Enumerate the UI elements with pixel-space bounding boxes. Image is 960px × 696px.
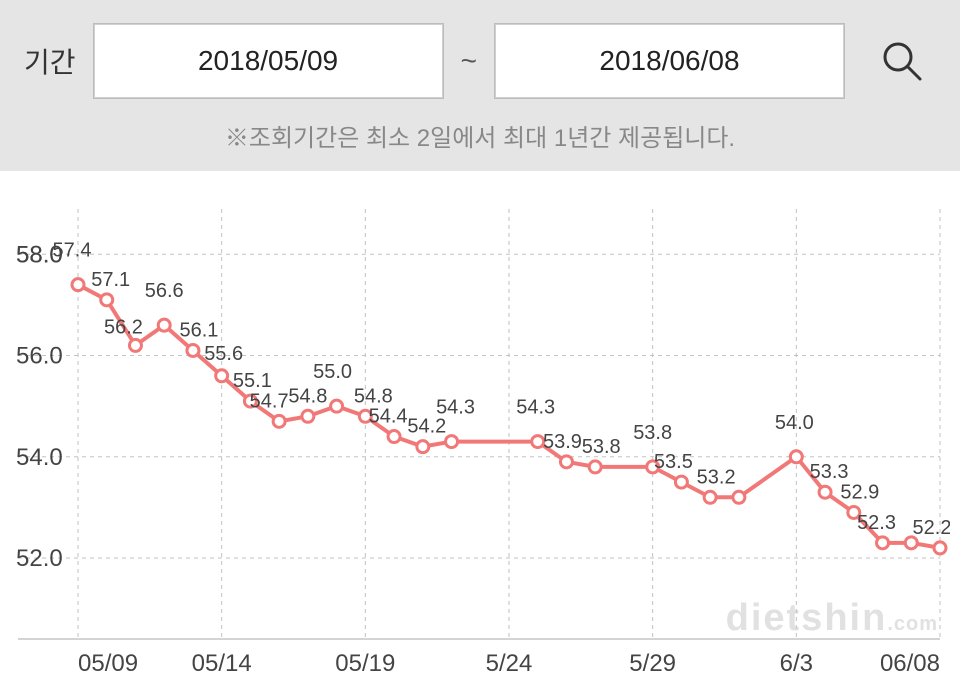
svg-text:6/3: 6/3 [780, 650, 813, 677]
svg-text:05/19: 05/19 [335, 650, 395, 677]
svg-text:56.2: 56.2 [104, 316, 143, 338]
svg-text:54.2: 54.2 [407, 416, 446, 438]
date-from-input[interactable]: 2018/05/09 [94, 24, 443, 98]
svg-text:52.0: 52.0 [16, 545, 63, 572]
svg-text:53.8: 53.8 [582, 436, 621, 458]
svg-text:54.4: 54.4 [369, 406, 408, 428]
watermark: dietshin.com [726, 597, 938, 640]
weight-chart: 52.054.056.058.058.005/0905/1405/195/245… [0, 171, 960, 688]
svg-text:53.8: 53.8 [633, 422, 672, 444]
date-to-input[interactable]: 2018/06/08 [495, 24, 844, 98]
svg-text:55.1: 55.1 [233, 370, 272, 392]
date-filter-panel: 기간 2018/05/09 ~ 2018/06/08 ※조회기간은 최소 2일에… [0, 0, 960, 171]
svg-text:52.2: 52.2 [913, 517, 950, 539]
svg-text:54.3: 54.3 [436, 397, 475, 419]
svg-text:5/24: 5/24 [486, 650, 533, 677]
svg-text:05/14: 05/14 [192, 650, 252, 677]
svg-text:54.0: 54.0 [16, 444, 63, 471]
svg-text:53.5: 53.5 [654, 451, 693, 473]
svg-text:53.9: 53.9 [543, 431, 582, 453]
svg-text:06/08: 06/08 [880, 650, 940, 677]
watermark-main: dietshin [726, 597, 888, 639]
date-row: 기간 2018/05/09 ~ 2018/06/08 [18, 24, 942, 98]
search-icon [880, 39, 924, 83]
svg-text:54.8: 54.8 [354, 385, 393, 407]
svg-text:54.3: 54.3 [516, 397, 555, 419]
svg-text:52.3: 52.3 [857, 512, 896, 534]
search-button[interactable] [862, 25, 942, 97]
svg-text:53.3: 53.3 [810, 461, 849, 483]
svg-text:56.0: 56.0 [16, 343, 63, 370]
svg-text:57.4: 57.4 [53, 240, 92, 262]
watermark-suffix: .com [887, 613, 938, 635]
svg-text:54.8: 54.8 [288, 385, 327, 407]
svg-text:5/29: 5/29 [629, 650, 676, 677]
svg-text:55.0: 55.0 [313, 361, 352, 383]
svg-text:57.1: 57.1 [91, 269, 130, 291]
svg-text:05/09: 05/09 [78, 650, 138, 677]
svg-text:54.7: 54.7 [250, 390, 289, 412]
svg-text:55.6: 55.6 [204, 343, 243, 365]
period-note: ※조회기간은 최소 2일에서 최대 1년간 제공됩니다. [18, 118, 942, 153]
svg-text:54.0: 54.0 [775, 412, 814, 434]
svg-text:56.6: 56.6 [145, 280, 184, 302]
svg-text:52.9: 52.9 [840, 481, 879, 503]
period-label: 기간 [18, 41, 76, 81]
date-range-separator: ~ [461, 45, 477, 77]
svg-text:53.2: 53.2 [697, 466, 736, 488]
svg-text:56.1: 56.1 [179, 319, 218, 341]
